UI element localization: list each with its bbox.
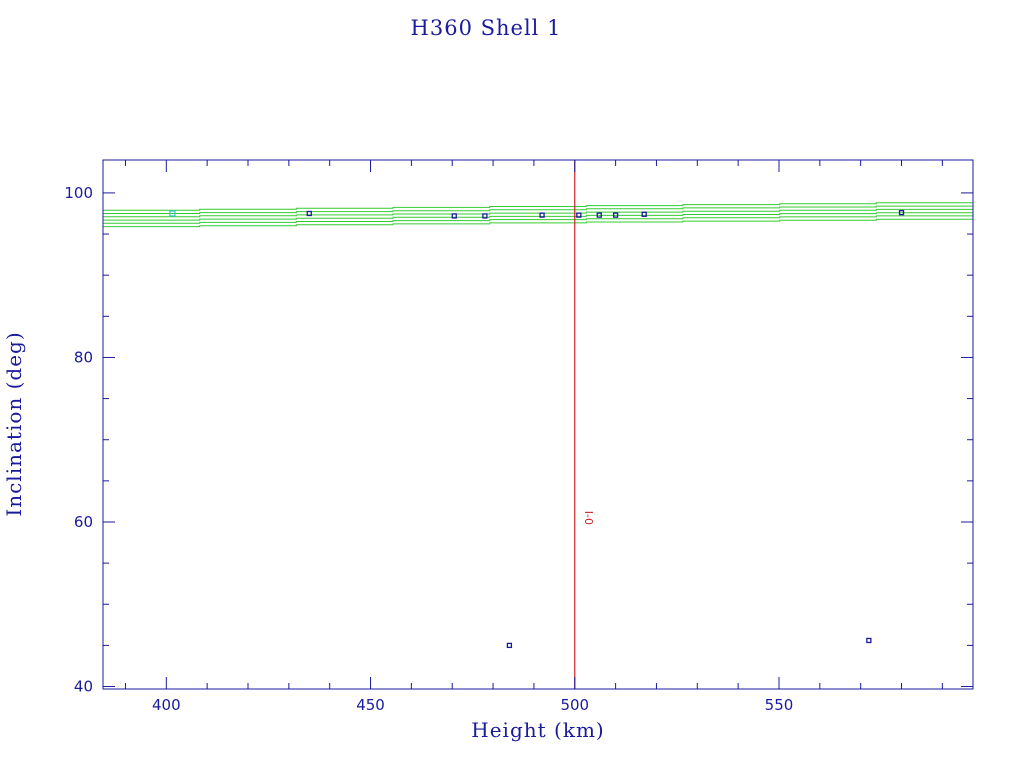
data-point-9 (898, 210, 905, 216)
x-tick-label-450: 450 (356, 696, 385, 714)
x-tick-label-500: 500 (560, 696, 589, 714)
axis-ticks (103, 160, 973, 689)
data-point-1 (306, 210, 312, 217)
vertical-marker: I-0 (574, 160, 595, 689)
data-point-5 (576, 212, 582, 218)
data-point-2 (451, 213, 457, 219)
sun-sync-band-5 (103, 202, 973, 211)
marker-label: I-0 (582, 511, 595, 525)
plot-frame (102, 159, 974, 690)
data-point-11 (866, 637, 872, 644)
y-axis-label: Inclination (deg) (2, 331, 26, 517)
chart-title: H360 Shell 1 (410, 16, 562, 40)
data-points (169, 210, 905, 649)
data-point-3 (482, 213, 488, 219)
y-tick-label-80: 80 (74, 348, 93, 366)
data-point-0 (169, 210, 176, 217)
data-point-7 (612, 212, 619, 218)
x-tick-label-400: 400 (152, 696, 181, 714)
sun-sync-band-3 (103, 208, 973, 218)
x-tick-label-550: 550 (765, 696, 794, 714)
tick-labels: 400 450 500 550 40 60 80 100 (64, 184, 793, 714)
data-point-8 (641, 211, 647, 217)
data-point-4 (539, 212, 545, 218)
sun-sync-band-0 (103, 218, 973, 228)
y-tick-label-40: 40 (74, 678, 93, 696)
x-axis-label: Height (km) (471, 718, 605, 742)
y-tick-label-60: 60 (74, 513, 93, 531)
sun-sync-band-4 (103, 205, 973, 214)
y-tick-label-100: 100 (64, 184, 93, 202)
sun-sync-bands (103, 202, 973, 228)
sun-sync-band-1 (103, 215, 973, 224)
data-point-6 (596, 212, 602, 218)
data-point-10 (506, 642, 513, 649)
sun-sync-band-2 (103, 212, 973, 221)
